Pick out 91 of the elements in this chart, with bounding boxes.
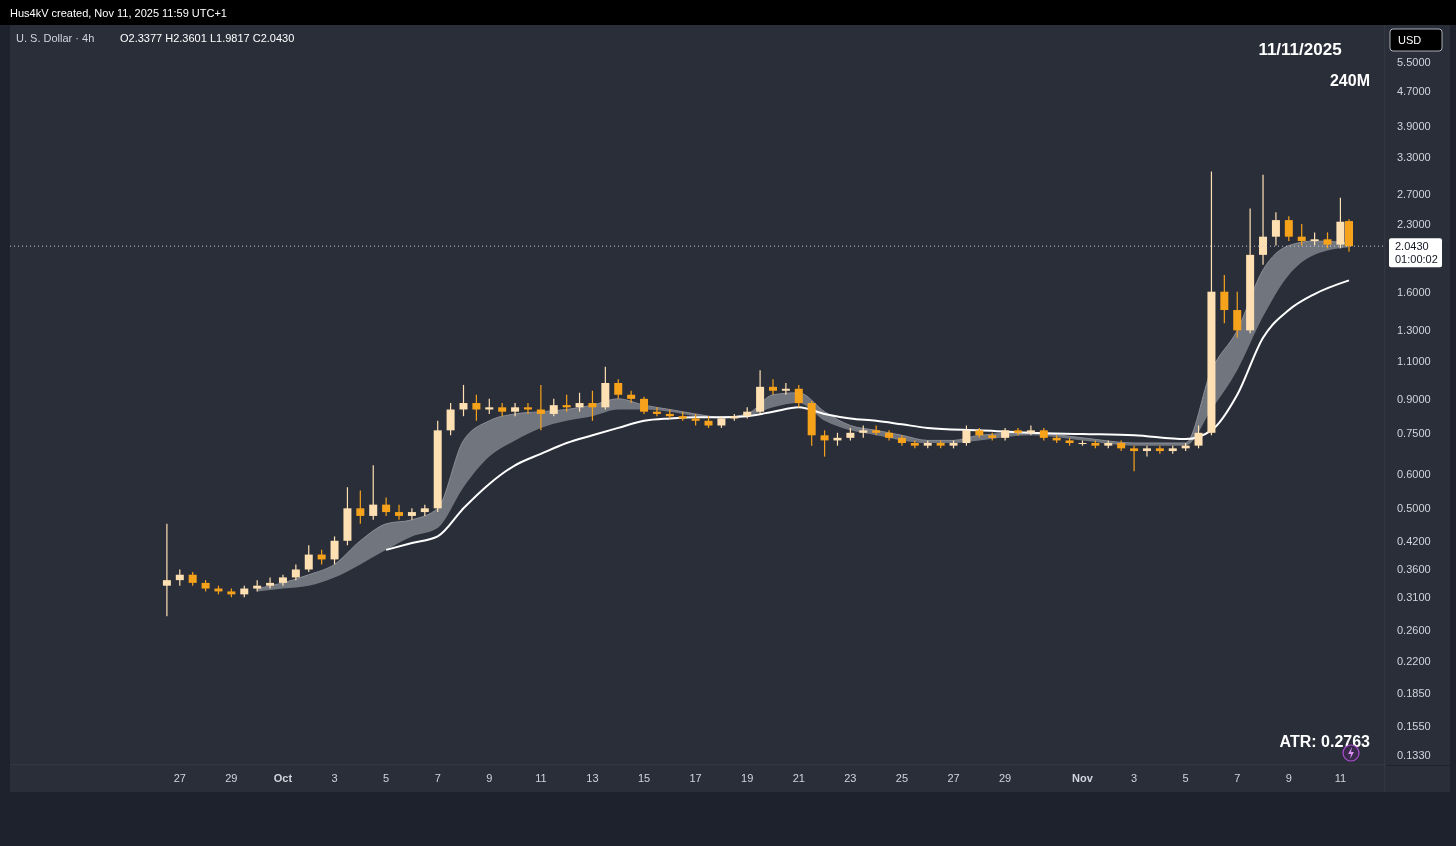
y-tick-label: 0.1330	[1397, 748, 1431, 761]
candlestick	[266, 576, 275, 590]
candlestick	[820, 429, 829, 458]
y-tick-label: 0.1850	[1397, 687, 1431, 700]
annotation: 240M	[1329, 72, 1370, 89]
y-tick-label: 5.5000	[1397, 55, 1431, 68]
x-tick-label: 17	[689, 772, 702, 784]
candlestick	[1220, 274, 1229, 324]
x-tick-label: 11	[1334, 772, 1347, 784]
y-tick-label: 0.9000	[1397, 392, 1431, 405]
x-tick-label: 19	[741, 772, 754, 784]
x-tick-label: 9	[486, 772, 493, 784]
x-tick-label: 27	[947, 772, 960, 784]
x-tick-label: 7	[434, 772, 441, 784]
y-tick-label: 1.3000	[1397, 324, 1431, 337]
y-tick-label: 3.9000	[1397, 119, 1431, 132]
y-tick-label: 4.7000	[1397, 84, 1431, 97]
candlestick	[588, 390, 597, 422]
x-tick-label: 13	[586, 772, 599, 784]
y-tick-label: 0.6000	[1397, 468, 1431, 481]
candlestick	[575, 392, 584, 413]
candlestick	[1259, 174, 1268, 266]
ref-line-label: 2.0430	[1395, 240, 1429, 253]
candlestick	[962, 424, 971, 447]
candlestick	[794, 384, 803, 408]
candlestick	[1026, 424, 1035, 436]
x-tick-label: 11	[535, 772, 547, 784]
candlestick	[614, 378, 623, 400]
y-tick-label: 0.2600	[1397, 623, 1431, 636]
candlestick	[472, 394, 481, 422]
candlestick	[511, 402, 520, 417]
y-tick-label: 1.1000	[1397, 355, 1431, 368]
x-tick-label: Nov	[1072, 772, 1094, 784]
candlestick	[446, 402, 455, 436]
x-tick-label: 5	[383, 772, 390, 784]
y-tick-label: 2.3000	[1397, 217, 1431, 230]
candlestick	[1142, 445, 1151, 458]
x-tick-label: 9	[1285, 772, 1292, 784]
candlestick	[1155, 445, 1164, 455]
candlestick	[382, 496, 391, 517]
y-tick-label: 2.7000	[1397, 188, 1431, 201]
annotation: 11/11/2025	[1258, 40, 1342, 59]
y-tick-label: 0.1550	[1397, 720, 1431, 733]
annotation: O2.3377 H2.3601 L1.9817 C2.0430	[120, 32, 295, 44]
y-tick-label: 0.5000	[1397, 502, 1431, 515]
candlestick	[1271, 211, 1280, 247]
candlestick	[1336, 197, 1345, 249]
candlestick	[1130, 445, 1139, 472]
candlestick	[459, 384, 468, 417]
x-tick-label: 25	[895, 772, 909, 784]
x-tick-label: 5	[1182, 772, 1189, 784]
y-tick-label: 3.3000	[1397, 150, 1431, 163]
candlestick	[781, 382, 790, 396]
x-tick-label: 21	[792, 772, 805, 784]
text: U. S. Dollar · 4h	[16, 32, 95, 44]
candlestick	[407, 507, 416, 521]
x-tick-label: 23	[844, 772, 857, 784]
y-tick-label: 0.7500	[1397, 426, 1431, 439]
y-tick-label: 0.3600	[1397, 563, 1431, 576]
y-tick-label: 0.2200	[1397, 655, 1431, 668]
y-tick-label: 0.3100	[1397, 591, 1431, 604]
y-tick-label: 1.6000	[1397, 285, 1431, 298]
candlestick	[330, 535, 339, 565]
candlestick	[897, 434, 906, 447]
candlestick	[395, 504, 404, 521]
candlestick	[627, 390, 636, 404]
candlestick	[1284, 215, 1293, 242]
x-tick-label: Oct	[273, 772, 293, 784]
candlestick	[1297, 223, 1306, 247]
line-series	[385, 279, 1350, 551]
text: 01:00:02	[1395, 253, 1438, 266]
y-axis-title: USD	[1398, 34, 1422, 46]
x-tick-label: 15	[637, 772, 651, 784]
candlestick	[1233, 291, 1242, 339]
candlestick	[523, 402, 532, 415]
candlestick	[304, 544, 313, 573]
x-tick-label: 29	[998, 772, 1012, 784]
annotation: ATR: 0.2763	[1279, 733, 1371, 750]
candlestick	[768, 378, 777, 396]
x-tick-label: 7	[1234, 772, 1241, 784]
x-tick-label: 29	[225, 772, 238, 784]
candlestick	[369, 464, 378, 521]
text: Hus4kV created, Nov 11, 2025 11:59 UTC+1	[10, 7, 227, 19]
candlestick	[1194, 424, 1203, 449]
y-tick-label: 0.4200	[1397, 534, 1431, 547]
candlestick	[356, 489, 365, 525]
candlestick	[162, 523, 171, 617]
x-tick-label: 3	[331, 772, 338, 784]
x-tick-label: 27	[173, 772, 186, 784]
x-tick-label: 3	[1131, 772, 1138, 784]
candlestick	[536, 384, 545, 431]
